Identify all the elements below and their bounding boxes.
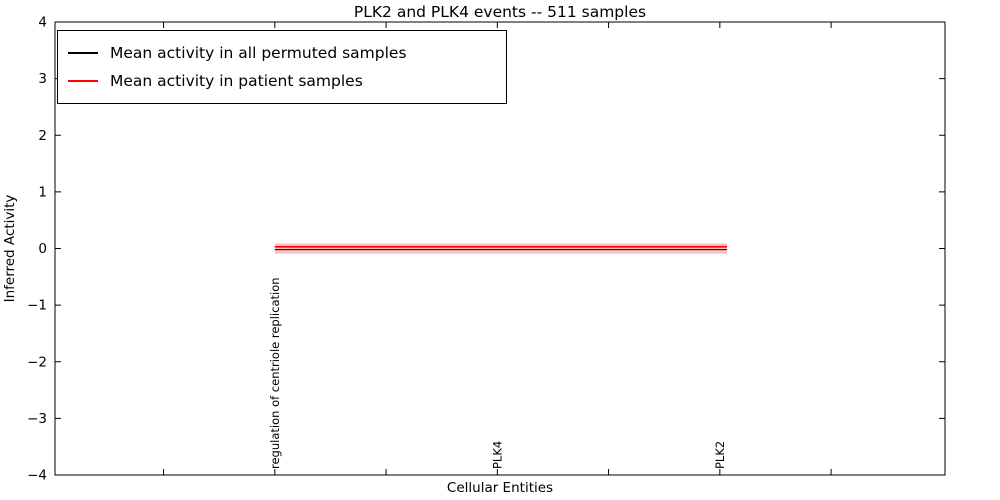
y-tick-label: 0 bbox=[38, 241, 47, 257]
legend-item-patient: Mean activity in patient samples bbox=[68, 67, 496, 95]
x-tick-label: PLK2 bbox=[713, 441, 727, 469]
legend-label-patient: Mean activity in patient samples bbox=[110, 72, 363, 90]
y-tick-label: 3 bbox=[38, 71, 47, 87]
legend-item-permuted: Mean activity in all permuted samples bbox=[68, 39, 496, 67]
confidence-band bbox=[274, 243, 727, 254]
legend-line-patient-icon bbox=[68, 80, 98, 82]
y-tick-label: 1 bbox=[38, 184, 47, 200]
y-tick-label: −1 bbox=[27, 298, 47, 314]
x-axis-label: Cellular Entities bbox=[447, 480, 553, 496]
chart-title: PLK2 and PLK4 events -- 511 samples bbox=[353, 3, 647, 21]
y-tick-label: 2 bbox=[38, 128, 47, 144]
x-tick-label: PLK4 bbox=[490, 441, 504, 469]
y-axis-label: Inferred Activity bbox=[2, 195, 18, 303]
y-tick-label: −2 bbox=[27, 354, 47, 370]
y-tick-label: 4 bbox=[38, 15, 47, 31]
y-tick-label: −3 bbox=[27, 411, 47, 427]
y-tick-label: −4 bbox=[27, 468, 47, 484]
x-tick-label: regulation of centriole replication bbox=[268, 277, 282, 469]
legend-line-permuted-icon bbox=[68, 52, 98, 54]
legend-label-permuted: Mean activity in all permuted samples bbox=[110, 44, 407, 62]
legend: Mean activity in all permuted samples Me… bbox=[57, 30, 507, 104]
